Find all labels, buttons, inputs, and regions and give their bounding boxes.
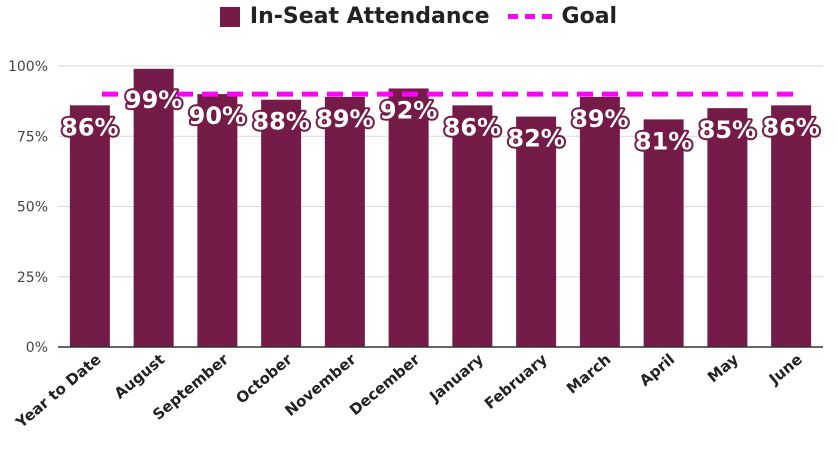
x-tick-label: May <box>704 350 742 386</box>
x-tick-label: December <box>346 350 424 419</box>
y-tick-label: 25% <box>17 270 48 286</box>
bar <box>197 94 238 347</box>
legend-item-goal: Goal <box>507 4 618 29</box>
x-tick-label: January <box>425 350 487 406</box>
data-label: 86% <box>61 113 118 141</box>
data-label: 90% <box>189 102 246 130</box>
bar <box>324 96 365 347</box>
data-label: 88% <box>252 108 309 136</box>
bar <box>452 105 493 347</box>
legend: In-Seat Attendance Goal <box>0 4 837 29</box>
legend-swatch-attendance <box>219 6 240 27</box>
bar <box>643 119 684 347</box>
data-label: 92% <box>380 96 437 124</box>
data-label: 99% <box>125 86 182 114</box>
x-tick-label: April <box>636 350 678 390</box>
data-label: 89% <box>316 105 373 133</box>
x-tick-label: October <box>232 350 296 408</box>
y-tick-label: 0% <box>26 340 48 356</box>
data-label: 82% <box>507 125 564 153</box>
data-label: 86% <box>444 113 501 141</box>
bar <box>261 99 302 347</box>
bar <box>69 105 110 347</box>
bar <box>707 108 748 348</box>
y-tick-label: 50% <box>17 200 48 216</box>
bar <box>771 105 812 347</box>
x-tick-label: March <box>563 350 614 397</box>
data-label: 86% <box>762 113 819 141</box>
x-tick-label: August <box>111 350 168 402</box>
legend-label-attendance: In-Seat Attendance <box>249 4 490 29</box>
x-tick-label: Year to Date <box>12 350 105 432</box>
x-tick-label: June <box>765 350 806 388</box>
legend-label-goal: Goal <box>561 4 618 29</box>
data-label: 89% <box>571 105 628 133</box>
bar <box>516 116 557 347</box>
bar <box>388 88 429 347</box>
data-label: 81% <box>635 127 692 155</box>
y-tick-label: 100% <box>8 59 48 75</box>
bar <box>579 96 620 347</box>
y-tick-label: 75% <box>17 129 48 145</box>
x-tick-label: February <box>481 350 551 413</box>
bar <box>133 68 174 347</box>
data-label: 85% <box>699 116 756 144</box>
legend-item-attendance: In-Seat Attendance <box>219 4 490 29</box>
legend-swatch-goal <box>507 14 552 19</box>
